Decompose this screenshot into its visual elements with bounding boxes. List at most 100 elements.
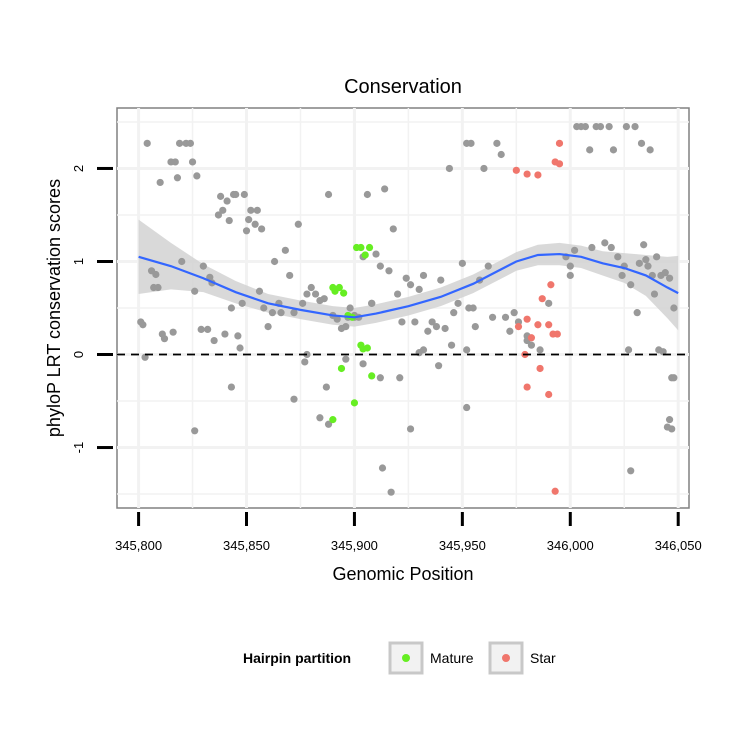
point-other xyxy=(247,206,255,214)
point-other xyxy=(450,309,458,317)
point-other xyxy=(627,281,635,289)
point-mature xyxy=(365,243,374,252)
point-other xyxy=(637,139,646,147)
point-other xyxy=(299,299,307,307)
point-other xyxy=(141,353,149,361)
point-star xyxy=(555,139,564,147)
point-other xyxy=(394,290,402,298)
point-other xyxy=(607,243,615,252)
y-tick-label: -1 xyxy=(71,442,86,454)
point-other xyxy=(227,383,235,391)
point-other xyxy=(171,158,179,166)
point-other xyxy=(609,146,618,154)
point-other xyxy=(670,304,678,312)
point-other xyxy=(653,253,661,261)
point-other xyxy=(251,220,259,228)
point-star xyxy=(523,315,531,323)
x-tick-label: 346,050 xyxy=(655,538,702,553)
point-other xyxy=(435,362,443,370)
point-other xyxy=(376,374,384,382)
point-other xyxy=(586,146,594,154)
point-other xyxy=(458,259,466,267)
data-points xyxy=(137,123,678,496)
point-other xyxy=(378,464,387,472)
point-other xyxy=(342,323,350,331)
point-star xyxy=(514,323,523,331)
point-other xyxy=(277,309,285,317)
point-other xyxy=(253,206,261,214)
confidence-band xyxy=(138,219,679,331)
point-other xyxy=(480,164,488,173)
point-other xyxy=(324,420,333,428)
point-other xyxy=(631,123,639,131)
point-star xyxy=(534,171,542,179)
point-mature xyxy=(335,283,343,292)
point-star xyxy=(545,390,553,399)
point-other xyxy=(214,211,223,219)
point-other xyxy=(368,299,376,307)
point-other xyxy=(152,270,160,279)
point-other xyxy=(432,323,441,331)
point-other xyxy=(424,327,432,335)
point-other xyxy=(227,304,235,312)
point-other xyxy=(236,344,244,352)
x-tick-label: 345,850 xyxy=(223,538,270,553)
point-other xyxy=(406,425,415,433)
y-tick-label: 1 xyxy=(71,258,86,265)
y-tick-label: 0 xyxy=(71,351,86,358)
point-mature xyxy=(357,243,365,252)
point-other xyxy=(497,150,505,159)
point-other xyxy=(346,304,354,312)
point-other xyxy=(290,395,298,403)
point-other xyxy=(219,206,227,214)
point-other xyxy=(175,139,184,147)
point-other xyxy=(333,315,341,323)
point-other xyxy=(303,290,311,298)
point-other xyxy=(454,299,462,307)
point-other xyxy=(437,276,445,284)
point-other xyxy=(363,190,371,199)
point-star xyxy=(547,281,555,289)
point-other xyxy=(270,257,279,266)
point-other xyxy=(234,332,242,340)
point-other xyxy=(601,239,609,247)
point-other xyxy=(311,290,320,298)
smooth-confidence-band xyxy=(138,219,679,331)
point-other xyxy=(286,271,294,280)
point-mature xyxy=(329,416,337,424)
point-other xyxy=(191,287,199,295)
point-other xyxy=(642,256,650,264)
x-tick-label: 345,800 xyxy=(115,538,162,553)
point-other xyxy=(396,374,404,382)
point-other xyxy=(668,425,676,433)
point-other xyxy=(160,335,169,343)
point-other xyxy=(566,262,574,270)
point-other xyxy=(411,318,419,326)
point-other xyxy=(493,139,501,147)
point-other xyxy=(178,257,186,266)
point-other xyxy=(199,262,207,270)
y-axis: -1 0 1 2 xyxy=(71,165,113,453)
point-star xyxy=(551,487,559,495)
point-other xyxy=(605,123,613,131)
point-other xyxy=(618,271,626,280)
chart-title: Conservation xyxy=(344,76,462,98)
point-other xyxy=(143,139,151,147)
point-star xyxy=(512,166,520,174)
point-other xyxy=(419,271,428,280)
point-star xyxy=(536,364,544,373)
point-other xyxy=(156,178,164,187)
point-star xyxy=(527,334,536,342)
point-mature xyxy=(361,251,369,259)
point-other xyxy=(322,383,330,391)
point-other xyxy=(670,374,678,382)
point-other xyxy=(441,324,449,333)
point-other xyxy=(406,281,415,289)
x-tick-label: 345,950 xyxy=(439,538,486,553)
point-star xyxy=(553,330,561,338)
point-other xyxy=(484,262,492,270)
point-other xyxy=(510,309,518,317)
point-other xyxy=(545,299,553,307)
point-other xyxy=(387,488,395,496)
